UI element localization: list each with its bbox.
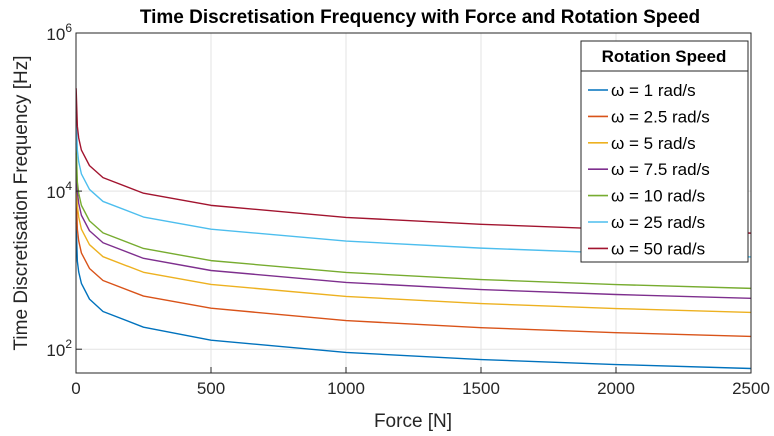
legend-entry-7: ω = 50 rad/s [611, 239, 705, 258]
y-tick-label: 104 [46, 179, 72, 202]
series-line-6 [75, 112, 752, 258]
series-line-4 [75, 153, 752, 300]
legend-entry-4: ω = 7.5 rad/s [611, 160, 710, 179]
x-tick-label: 2500 [732, 379, 770, 398]
legend-entry-3: ω = 5 rad/s [611, 134, 696, 153]
series-line-7 [75, 88, 752, 234]
series-line-2 [75, 191, 752, 338]
x-tick-label: 500 [197, 379, 225, 398]
x-tick-label: 1500 [462, 379, 500, 398]
x-axis-label: Force [N] [374, 411, 452, 432]
series-line-3 [75, 167, 752, 314]
x-axis-ticks: 0 500 1000 1500 2000 2500 [71, 367, 770, 398]
plot-frame [75, 32, 752, 374]
y-axis-ticks: 102 104 106 [46, 21, 82, 360]
legend-box [580, 40, 749, 263]
x-tick-label: 0 [71, 379, 80, 398]
legend-entry-5: ω = 10 rad/s [611, 187, 705, 206]
chart-title: Time Discretisation Frequency with Force… [140, 7, 700, 28]
legend-entry-1: ω = 1 rad/s [611, 81, 696, 100]
y-axis-label: Time Discretisation Frequency [Hz] [11, 56, 32, 351]
x-tick-label: 2000 [597, 379, 635, 398]
legend-items: ω = 1 rad/s ω = 2.5 rad/s ω = 5 rad/s ω = 7… [588, 81, 710, 258]
legend-entry-6: ω = 25 rad/s [611, 213, 705, 232]
legend: Rotation Speed ω = 1 rad/sω = 2.5 rad/sω… [580, 40, 749, 263]
x-tick-label: 1000 [327, 379, 365, 398]
series-line-1 [75, 222, 752, 370]
y-tick-label: 102 [46, 337, 72, 360]
y-tick-label: 106 [46, 21, 72, 44]
legend-title: Rotation Speed [602, 47, 727, 66]
legend-entry-2: ω = 2.5 rad/s [611, 107, 710, 126]
